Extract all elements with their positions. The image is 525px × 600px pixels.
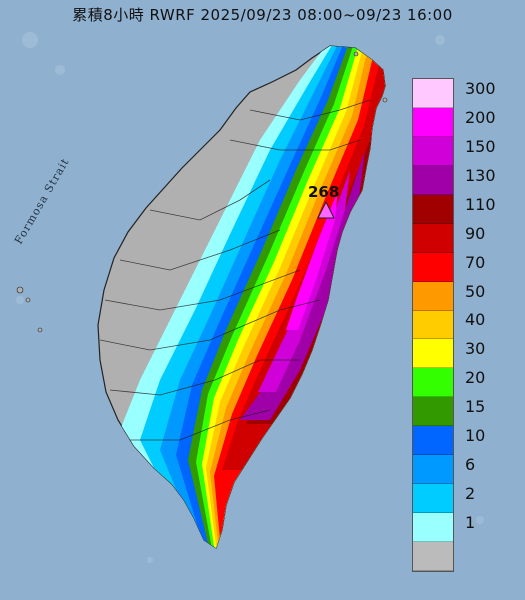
legend-swatch xyxy=(413,484,453,514)
legend-label: 70 xyxy=(465,252,486,272)
legend-swatch xyxy=(413,310,453,340)
legend-label: 30 xyxy=(465,339,486,359)
legend-swatch xyxy=(413,368,453,398)
rainfall-legend xyxy=(412,78,454,572)
legend-swatch xyxy=(413,455,453,485)
legend-label: 40 xyxy=(465,310,486,330)
rain-bands xyxy=(120,46,385,548)
legend-label: 300 xyxy=(465,78,496,98)
map-title: 累積8小時 RWRF 2025/09/23 08:00~09/23 16:00 xyxy=(72,6,453,24)
legend-label: 200 xyxy=(465,107,496,127)
max-rainfall-marker-icon xyxy=(317,200,335,219)
legend-swatch xyxy=(413,426,453,456)
legend-label: 6 xyxy=(465,455,476,475)
legend-swatch xyxy=(413,281,453,311)
legend-label: 110 xyxy=(465,194,496,214)
outer-islands xyxy=(16,51,388,333)
county-boundaries xyxy=(99,99,371,441)
legend-swatch xyxy=(413,136,453,166)
max-rainfall-label: 268 xyxy=(308,183,340,201)
legend-swatch xyxy=(413,339,453,369)
sea-noise xyxy=(16,32,484,563)
legend-label: 90 xyxy=(465,223,486,243)
legend-swatch xyxy=(413,252,453,282)
legend-label: 130 xyxy=(465,165,496,185)
legend-label: 1 xyxy=(465,513,476,533)
legend-label: 2 xyxy=(465,484,476,504)
legend-swatch xyxy=(413,513,453,543)
legend-swatch xyxy=(413,194,453,224)
legend-label: 150 xyxy=(465,136,496,156)
legend-swatch xyxy=(413,542,453,571)
legend-swatch xyxy=(413,223,453,253)
legend-swatch xyxy=(413,397,453,427)
legend-label: 50 xyxy=(465,281,486,301)
legend-swatch xyxy=(413,107,453,137)
legend-swatch xyxy=(413,165,453,195)
legend-swatch xyxy=(413,79,453,108)
legend-label: 10 xyxy=(465,426,486,446)
legend-label: 15 xyxy=(465,397,486,417)
legend-label: 20 xyxy=(465,368,486,388)
